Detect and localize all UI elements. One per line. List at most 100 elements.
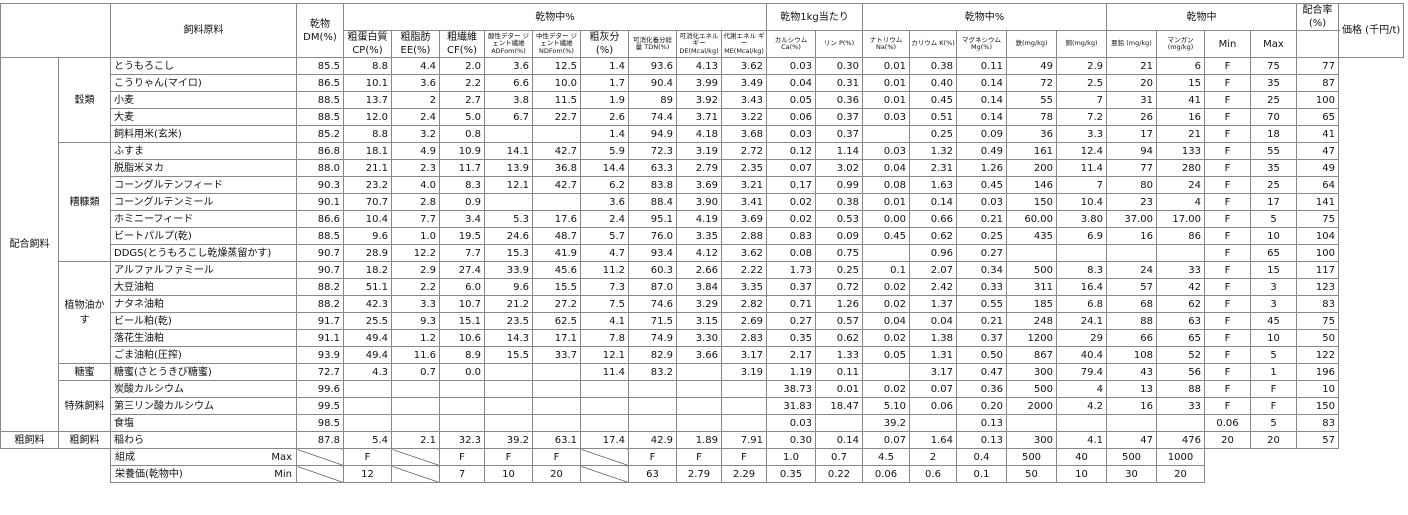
table-cell[interactable]: 2.31: [909, 159, 957, 177]
table-cell[interactable]: 0.57: [815, 312, 863, 330]
table-cell[interactable]: 11.2: [580, 261, 629, 279]
footer-blank[interactable]: [1, 449, 111, 466]
table-cell[interactable]: 0.14: [815, 431, 863, 449]
table-cell[interactable]: 87: [1296, 74, 1339, 92]
table-cell[interactable]: 11.6: [391, 346, 440, 364]
footer-blank[interactable]: [1297, 449, 1339, 466]
table-cell[interactable]: 45: [1250, 312, 1297, 330]
table-cell[interactable]: F: [1204, 91, 1251, 109]
table-cell[interactable]: 0.02: [862, 295, 910, 313]
table-cell[interactable]: 117: [1296, 261, 1339, 279]
table-cell[interactable]: 41: [1296, 125, 1339, 143]
table-cell[interactable]: 49: [1296, 159, 1339, 177]
table-cell[interactable]: 24.1: [1056, 312, 1107, 330]
table-cell[interactable]: 2.6: [580, 108, 629, 126]
footer-cell[interactable]: 10: [1056, 465, 1107, 483]
table-cell[interactable]: 89: [628, 91, 677, 109]
table-cell[interactable]: [628, 414, 677, 432]
table-cell[interactable]: 90.7: [296, 261, 344, 279]
table-cell[interactable]: 10.0: [532, 74, 581, 92]
table-cell[interactable]: 26: [1106, 108, 1157, 126]
table-cell[interactable]: [484, 125, 533, 143]
header-ndf[interactable]: 中性デター ジェント繊維 NDFom(%): [532, 30, 581, 58]
table-cell[interactable]: [532, 193, 581, 211]
footer-cell[interactable]: 0.7: [815, 448, 863, 466]
footer-diag-cell[interactable]: [391, 448, 440, 466]
table-cell[interactable]: 72: [1006, 74, 1057, 92]
table-cell[interactable]: 11.4: [1056, 159, 1107, 177]
table-cell[interactable]: [1106, 414, 1157, 432]
table-cell[interactable]: F: [1204, 261, 1251, 279]
table-cell[interactable]: 33.7: [532, 346, 581, 364]
table-cell[interactable]: F: [1204, 210, 1251, 228]
table-cell[interactable]: 6.7: [484, 108, 533, 126]
table-cell[interactable]: 10.9: [439, 142, 485, 160]
table-cell[interactable]: 0.7: [391, 363, 440, 381]
table-cell[interactable]: 50: [1296, 329, 1339, 347]
header-mix-rate[interactable]: 配合率(%): [1296, 3, 1339, 31]
table-cell[interactable]: 0.21: [956, 312, 1007, 330]
table-cell[interactable]: 10.4: [343, 210, 392, 228]
table-cell[interactable]: 35: [1250, 159, 1297, 177]
table-cell[interactable]: 55: [1006, 91, 1057, 109]
table-cell[interactable]: 56: [1156, 363, 1205, 381]
table-cell[interactable]: 42.3: [343, 295, 392, 313]
header-fe[interactable]: 鉄(mg/kg): [1006, 30, 1057, 58]
table-cell[interactable]: 0.99: [815, 176, 863, 194]
table-cell[interactable]: 0.12: [766, 142, 816, 160]
table-cell[interactable]: 3.17: [721, 346, 767, 364]
table-cell[interactable]: 52: [1156, 346, 1205, 364]
table-cell[interactable]: [484, 414, 533, 432]
table-cell[interactable]: 196: [1296, 363, 1339, 381]
table-cell[interactable]: 88: [1156, 380, 1205, 398]
table-cell[interactable]: 3.66: [676, 346, 722, 364]
table-cell[interactable]: 15.1: [439, 312, 485, 330]
footer-dm-cell[interactable]: [296, 465, 344, 483]
table-cell[interactable]: 0.05: [862, 346, 910, 364]
table-cell[interactable]: 62.5: [532, 312, 581, 330]
table-cell[interactable]: 36: [1006, 125, 1057, 143]
table-cell[interactable]: 25: [1250, 176, 1297, 194]
header-cu[interactable]: 銅(mg/kg): [1056, 30, 1107, 58]
table-cell[interactable]: 90.4: [628, 74, 677, 92]
table-cell[interactable]: 3.21: [721, 176, 767, 194]
table-cell[interactable]: 49: [1006, 57, 1057, 75]
table-cell[interactable]: F: [1204, 176, 1251, 194]
table-cell[interactable]: 0.06: [1204, 414, 1251, 432]
table-cell[interactable]: 27.2: [532, 295, 581, 313]
table-cell[interactable]: 4.1: [580, 312, 629, 330]
table-cell[interactable]: 77: [1296, 57, 1339, 75]
footer-cell[interactable]: F: [484, 448, 533, 466]
table-cell[interactable]: 7.3: [580, 278, 629, 296]
footer-cell[interactable]: 12: [343, 465, 392, 483]
table-cell[interactable]: 0.14: [956, 74, 1007, 92]
table-cell[interactable]: 100: [1296, 244, 1339, 262]
footer-cell[interactable]: 0.6: [909, 465, 957, 483]
table-cell[interactable]: F: [1204, 108, 1251, 126]
table-cell[interactable]: 0.04: [766, 74, 816, 92]
table-cell[interactable]: 24: [1156, 176, 1205, 194]
table-cell[interactable]: F: [1204, 142, 1251, 160]
table-cell[interactable]: 8.8: [343, 57, 392, 75]
table-cell[interactable]: 48.7: [532, 227, 581, 245]
table-cell[interactable]: 19.5: [439, 227, 485, 245]
table-cell[interactable]: 88.5: [296, 227, 344, 245]
table-cell[interactable]: 18.1: [343, 142, 392, 160]
table-cell[interactable]: [484, 380, 533, 398]
table-cell[interactable]: 18.2: [343, 261, 392, 279]
table-cell[interactable]: 5.7: [580, 227, 629, 245]
table-cell[interactable]: 1.26: [815, 295, 863, 313]
table-cell[interactable]: 13: [1106, 380, 1157, 398]
table-cell[interactable]: F: [1204, 278, 1251, 296]
table-cell[interactable]: 21.2: [484, 295, 533, 313]
table-cell[interactable]: 3.84: [676, 278, 722, 296]
table-cell[interactable]: 122: [1296, 346, 1339, 364]
table-cell[interactable]: 2.07: [909, 261, 957, 279]
table-cell[interactable]: 3.3: [1056, 125, 1107, 143]
feed-name-cell[interactable]: ごま油粕(圧搾): [110, 346, 297, 364]
table-cell[interactable]: F: [1204, 159, 1251, 177]
table-cell[interactable]: 85.2: [296, 125, 344, 143]
table-cell[interactable]: 3.3: [391, 295, 440, 313]
feed-name-cell[interactable]: DDGS(とうもろこし乾燥蒸留かす): [110, 244, 297, 262]
header-zn[interactable]: 亜鉛 (mg/kg): [1106, 30, 1157, 58]
